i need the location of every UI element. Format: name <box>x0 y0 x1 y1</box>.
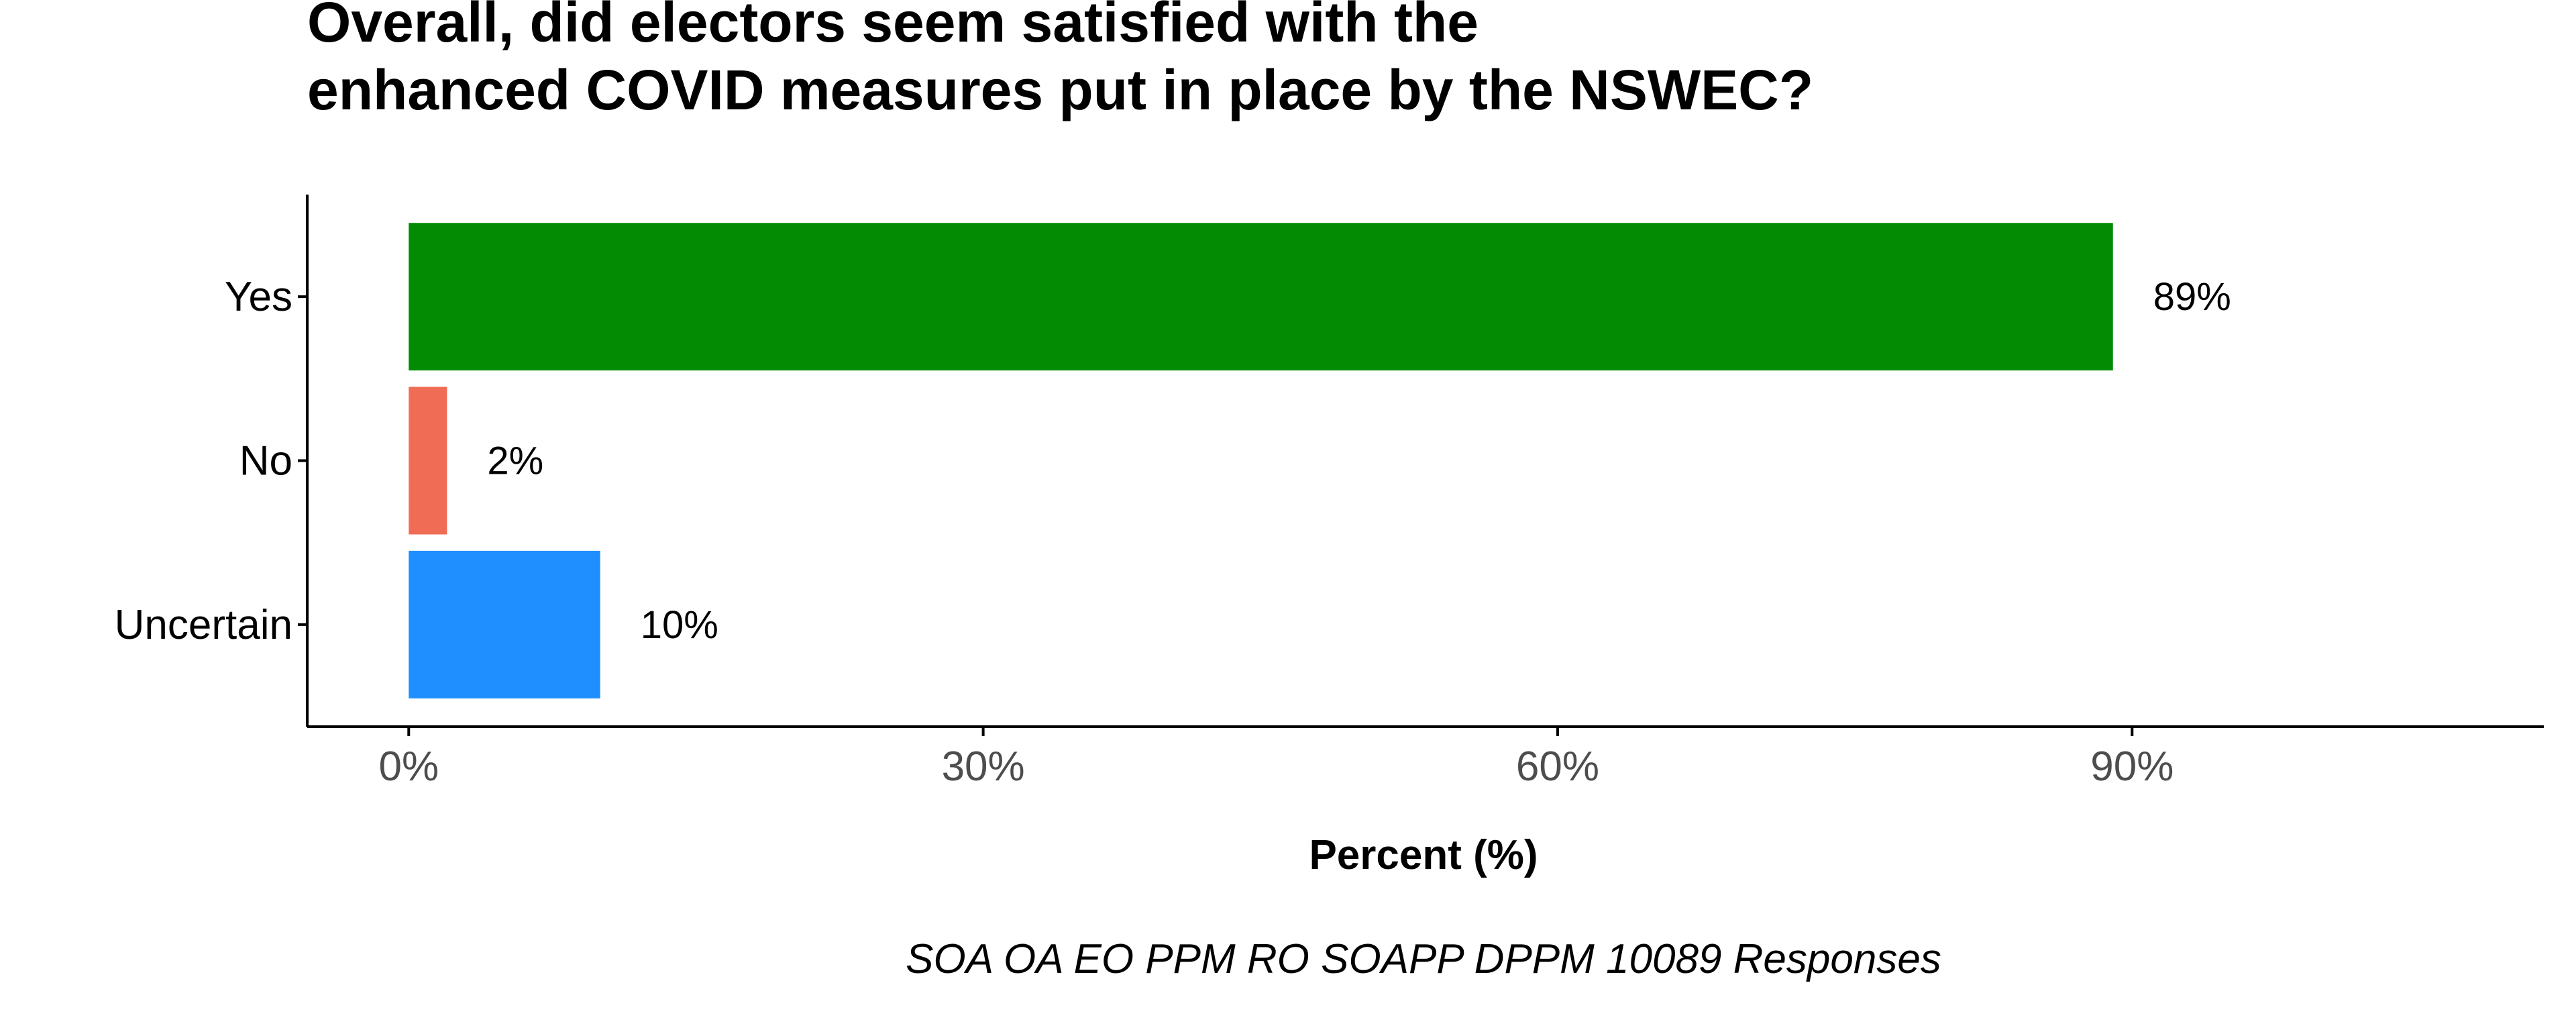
x-tick-label-0: 0% <box>378 743 439 790</box>
chart-caption: SOA OA EO PPM RO SOAPP DPPM 10089 Respon… <box>906 936 1941 982</box>
category-label-yes: Yes <box>225 274 292 320</box>
chart-title-line-1: Overall, did electors seem satisfied wit… <box>307 0 1479 54</box>
x-tick-label-30: 30% <box>942 743 1025 790</box>
bar-yes <box>409 223 2113 371</box>
value-label-no: 2% <box>487 440 543 483</box>
x-tick-label-90: 90% <box>2090 743 2174 790</box>
bar-no <box>409 386 447 535</box>
category-label-uncertain: Uncertain <box>115 602 292 648</box>
value-label-uncertain: 10% <box>641 603 718 647</box>
chart-title-line-2: enhanced COVID measures put in place by … <box>307 58 1813 121</box>
x-tick-label-60: 60% <box>1516 743 1599 790</box>
x-axis-title: Percent (%) <box>1309 832 1538 878</box>
category-label-no: No <box>239 438 292 484</box>
value-label-yes: 89% <box>2153 275 2231 319</box>
bar-uncertain <box>409 550 600 699</box>
plot-area: Yes 89% No 2% Uncertain 10% 0% 30% 60% 90% <box>115 195 2544 790</box>
